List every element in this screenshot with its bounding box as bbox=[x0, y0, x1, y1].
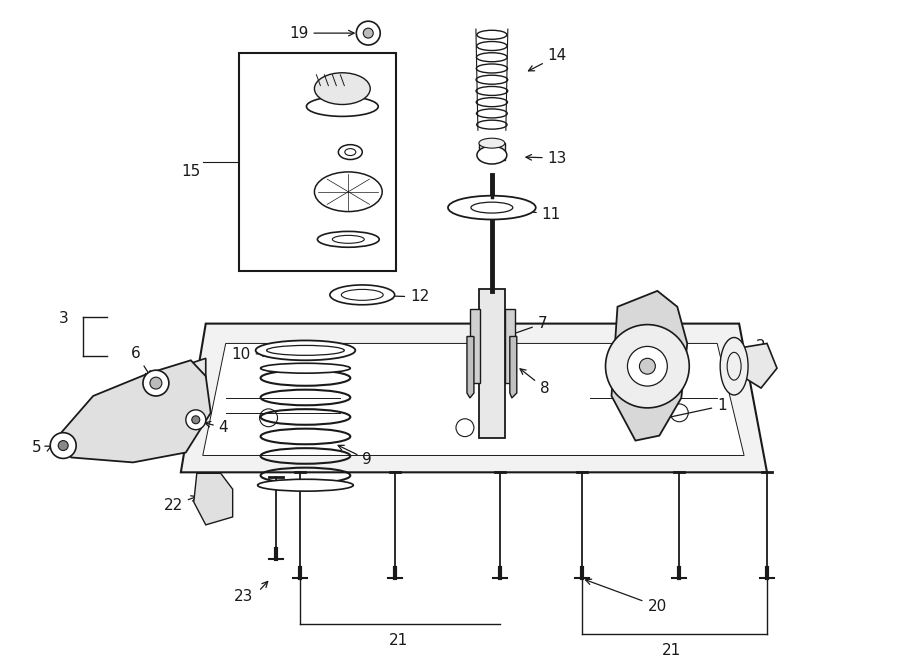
Circle shape bbox=[606, 325, 689, 408]
Ellipse shape bbox=[477, 146, 507, 164]
Text: 10: 10 bbox=[231, 347, 268, 362]
Text: 4: 4 bbox=[205, 420, 229, 435]
Text: 15: 15 bbox=[181, 165, 201, 179]
Text: 21: 21 bbox=[662, 643, 681, 658]
Ellipse shape bbox=[448, 196, 536, 219]
Circle shape bbox=[50, 433, 76, 459]
Ellipse shape bbox=[720, 338, 748, 395]
Circle shape bbox=[143, 370, 169, 396]
Bar bbox=[238, 53, 396, 271]
Circle shape bbox=[356, 21, 380, 45]
Polygon shape bbox=[509, 336, 517, 398]
Circle shape bbox=[58, 441, 68, 451]
Text: 3: 3 bbox=[58, 311, 68, 326]
Ellipse shape bbox=[338, 145, 363, 159]
Text: 19: 19 bbox=[289, 26, 354, 40]
Circle shape bbox=[150, 377, 162, 389]
Bar bbox=[505, 309, 515, 383]
Polygon shape bbox=[202, 344, 744, 455]
Polygon shape bbox=[181, 324, 767, 473]
Text: 9: 9 bbox=[338, 446, 372, 467]
Ellipse shape bbox=[306, 97, 378, 116]
Text: 8: 8 bbox=[520, 369, 549, 395]
Ellipse shape bbox=[314, 172, 382, 212]
Text: 23: 23 bbox=[234, 589, 253, 603]
Bar bbox=[479, 289, 505, 438]
Polygon shape bbox=[467, 336, 474, 398]
Text: 20: 20 bbox=[586, 579, 667, 613]
Text: 18: 18 bbox=[257, 81, 304, 96]
Circle shape bbox=[364, 28, 374, 38]
Bar bbox=[470, 309, 480, 383]
Ellipse shape bbox=[314, 73, 370, 104]
Ellipse shape bbox=[318, 231, 379, 247]
Polygon shape bbox=[61, 360, 211, 463]
Bar bbox=[479, 143, 505, 160]
Polygon shape bbox=[737, 344, 777, 388]
Circle shape bbox=[192, 416, 200, 424]
Text: 1: 1 bbox=[662, 399, 727, 420]
Polygon shape bbox=[194, 473, 233, 525]
Text: 11: 11 bbox=[519, 207, 561, 222]
Polygon shape bbox=[611, 291, 688, 441]
Text: 7: 7 bbox=[509, 316, 547, 336]
Circle shape bbox=[627, 346, 667, 386]
Circle shape bbox=[185, 410, 206, 430]
Ellipse shape bbox=[479, 138, 505, 148]
Circle shape bbox=[639, 358, 655, 374]
Polygon shape bbox=[625, 319, 664, 346]
Text: 16: 16 bbox=[257, 232, 314, 247]
Text: 5: 5 bbox=[32, 440, 41, 455]
Ellipse shape bbox=[261, 364, 350, 373]
Text: 17: 17 bbox=[257, 145, 324, 159]
Polygon shape bbox=[173, 358, 206, 403]
Ellipse shape bbox=[330, 285, 395, 305]
Ellipse shape bbox=[256, 340, 356, 360]
Text: 12: 12 bbox=[387, 290, 429, 304]
Text: 13: 13 bbox=[526, 151, 567, 165]
Text: 22: 22 bbox=[164, 496, 197, 512]
Text: 6: 6 bbox=[131, 346, 150, 377]
Text: 21: 21 bbox=[389, 633, 408, 648]
Ellipse shape bbox=[257, 479, 354, 491]
Text: 14: 14 bbox=[528, 48, 567, 71]
Text: 2: 2 bbox=[756, 339, 766, 354]
